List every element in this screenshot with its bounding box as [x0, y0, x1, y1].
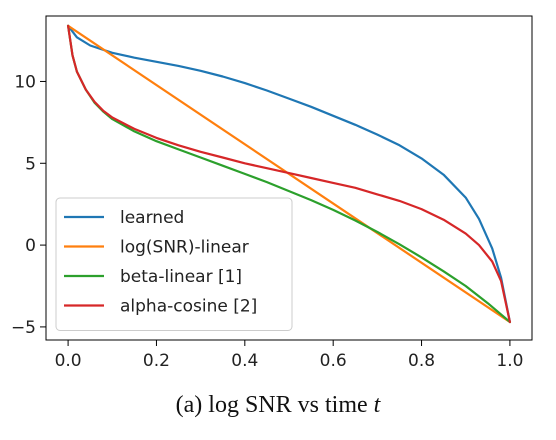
x-tick-label: 1.0 [496, 351, 523, 371]
y-tick-label: 0 [25, 236, 36, 256]
figure-caption: (a) log SNR vs time t [0, 392, 556, 419]
legend-box [55, 197, 293, 331]
x-tick-label: 0.4 [231, 351, 258, 371]
series-layer [67, 24, 511, 324]
legend: learned log(SNR)-linear beta-linear [1] alp… [55, 197, 293, 331]
legend-label-0: learned [120, 208, 184, 228]
x-tick-label: 0.0 [55, 351, 82, 371]
y-tick-label: −5 [11, 318, 36, 338]
line-chart: 0.0 0.2 0.4 0.6 0.8 1.0 −5 0 5 10 learned log(SNR… [11, 15, 533, 371]
x-tick-label: 0.2 [143, 351, 170, 371]
y-axis: −5 0 5 10 [11, 72, 46, 338]
legend-label-1: log(SNR)-linear [120, 238, 249, 258]
series-line-3 [67, 24, 511, 324]
x-axis: 0.0 0.2 0.4 0.6 0.8 1.0 [55, 340, 523, 371]
y-tick-label: 10 [14, 72, 36, 92]
caption-variable: t [373, 392, 381, 418]
x-tick-label: 0.6 [320, 351, 347, 371]
legend-label-2: beta-linear [1] [120, 267, 242, 287]
y-tick-label: 5 [25, 154, 36, 174]
legend-label-3: alpha-cosine [2] [120, 297, 257, 317]
x-tick-label: 0.8 [408, 351, 435, 371]
caption-text: (a) log SNR vs time [175, 392, 374, 418]
plot-frame [45, 15, 533, 341]
series-line-0 [67, 24, 511, 324]
